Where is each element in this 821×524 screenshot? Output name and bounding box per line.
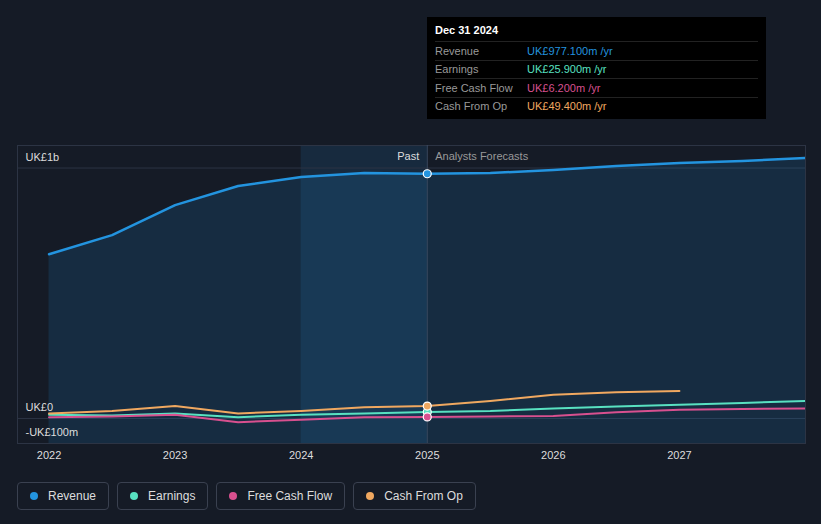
svg-text:UK£0: UK£0 (26, 401, 54, 413)
html-text:Free Cash Flow: Free Cash Flow (247, 489, 333, 503)
html-text:UK£25.900m /yr: UK£25.900m /yr (527, 63, 607, 76)
html-text:UK£49.400m /yr: UK£49.400m /yr (527, 100, 607, 113)
svg-text:2023: 2023 (163, 449, 187, 461)
svg-text:2022: 2022 (37, 449, 61, 461)
svg-text:2025: 2025 (415, 449, 439, 461)
html-text:Revenue: Revenue (435, 44, 479, 57)
svg-text:2026: 2026 (541, 449, 565, 461)
svg-text:2024: 2024 (289, 449, 313, 461)
html-text:Earnings: Earnings (435, 63, 479, 76)
html-text:Cash From Op: Cash From Op (435, 100, 508, 113)
html-text:UK£977.100m /yr: UK£977.100m /yr (527, 44, 613, 57)
svg-text:UK£1b: UK£1b (26, 151, 60, 163)
html-text:Revenue: Revenue (48, 489, 96, 503)
html-text:Cash From Op: Cash From Op (384, 489, 463, 503)
html-text:Dec 31 2024: Dec 31 2024 (435, 24, 498, 36)
html-text:Earnings: Earnings (148, 489, 196, 503)
html-text:UK£6.200m /yr: UK£6.200m /yr (527, 81, 601, 94)
svg-text:2027: 2027 (667, 449, 691, 461)
svg-text:Analysts Forecasts: Analysts Forecasts (435, 150, 528, 162)
html-text:Free Cash Flow: Free Cash Flow (435, 81, 513, 94)
svg-text:Past: Past (397, 150, 419, 162)
svg-text:-UK£100m: -UK£100m (26, 426, 79, 438)
